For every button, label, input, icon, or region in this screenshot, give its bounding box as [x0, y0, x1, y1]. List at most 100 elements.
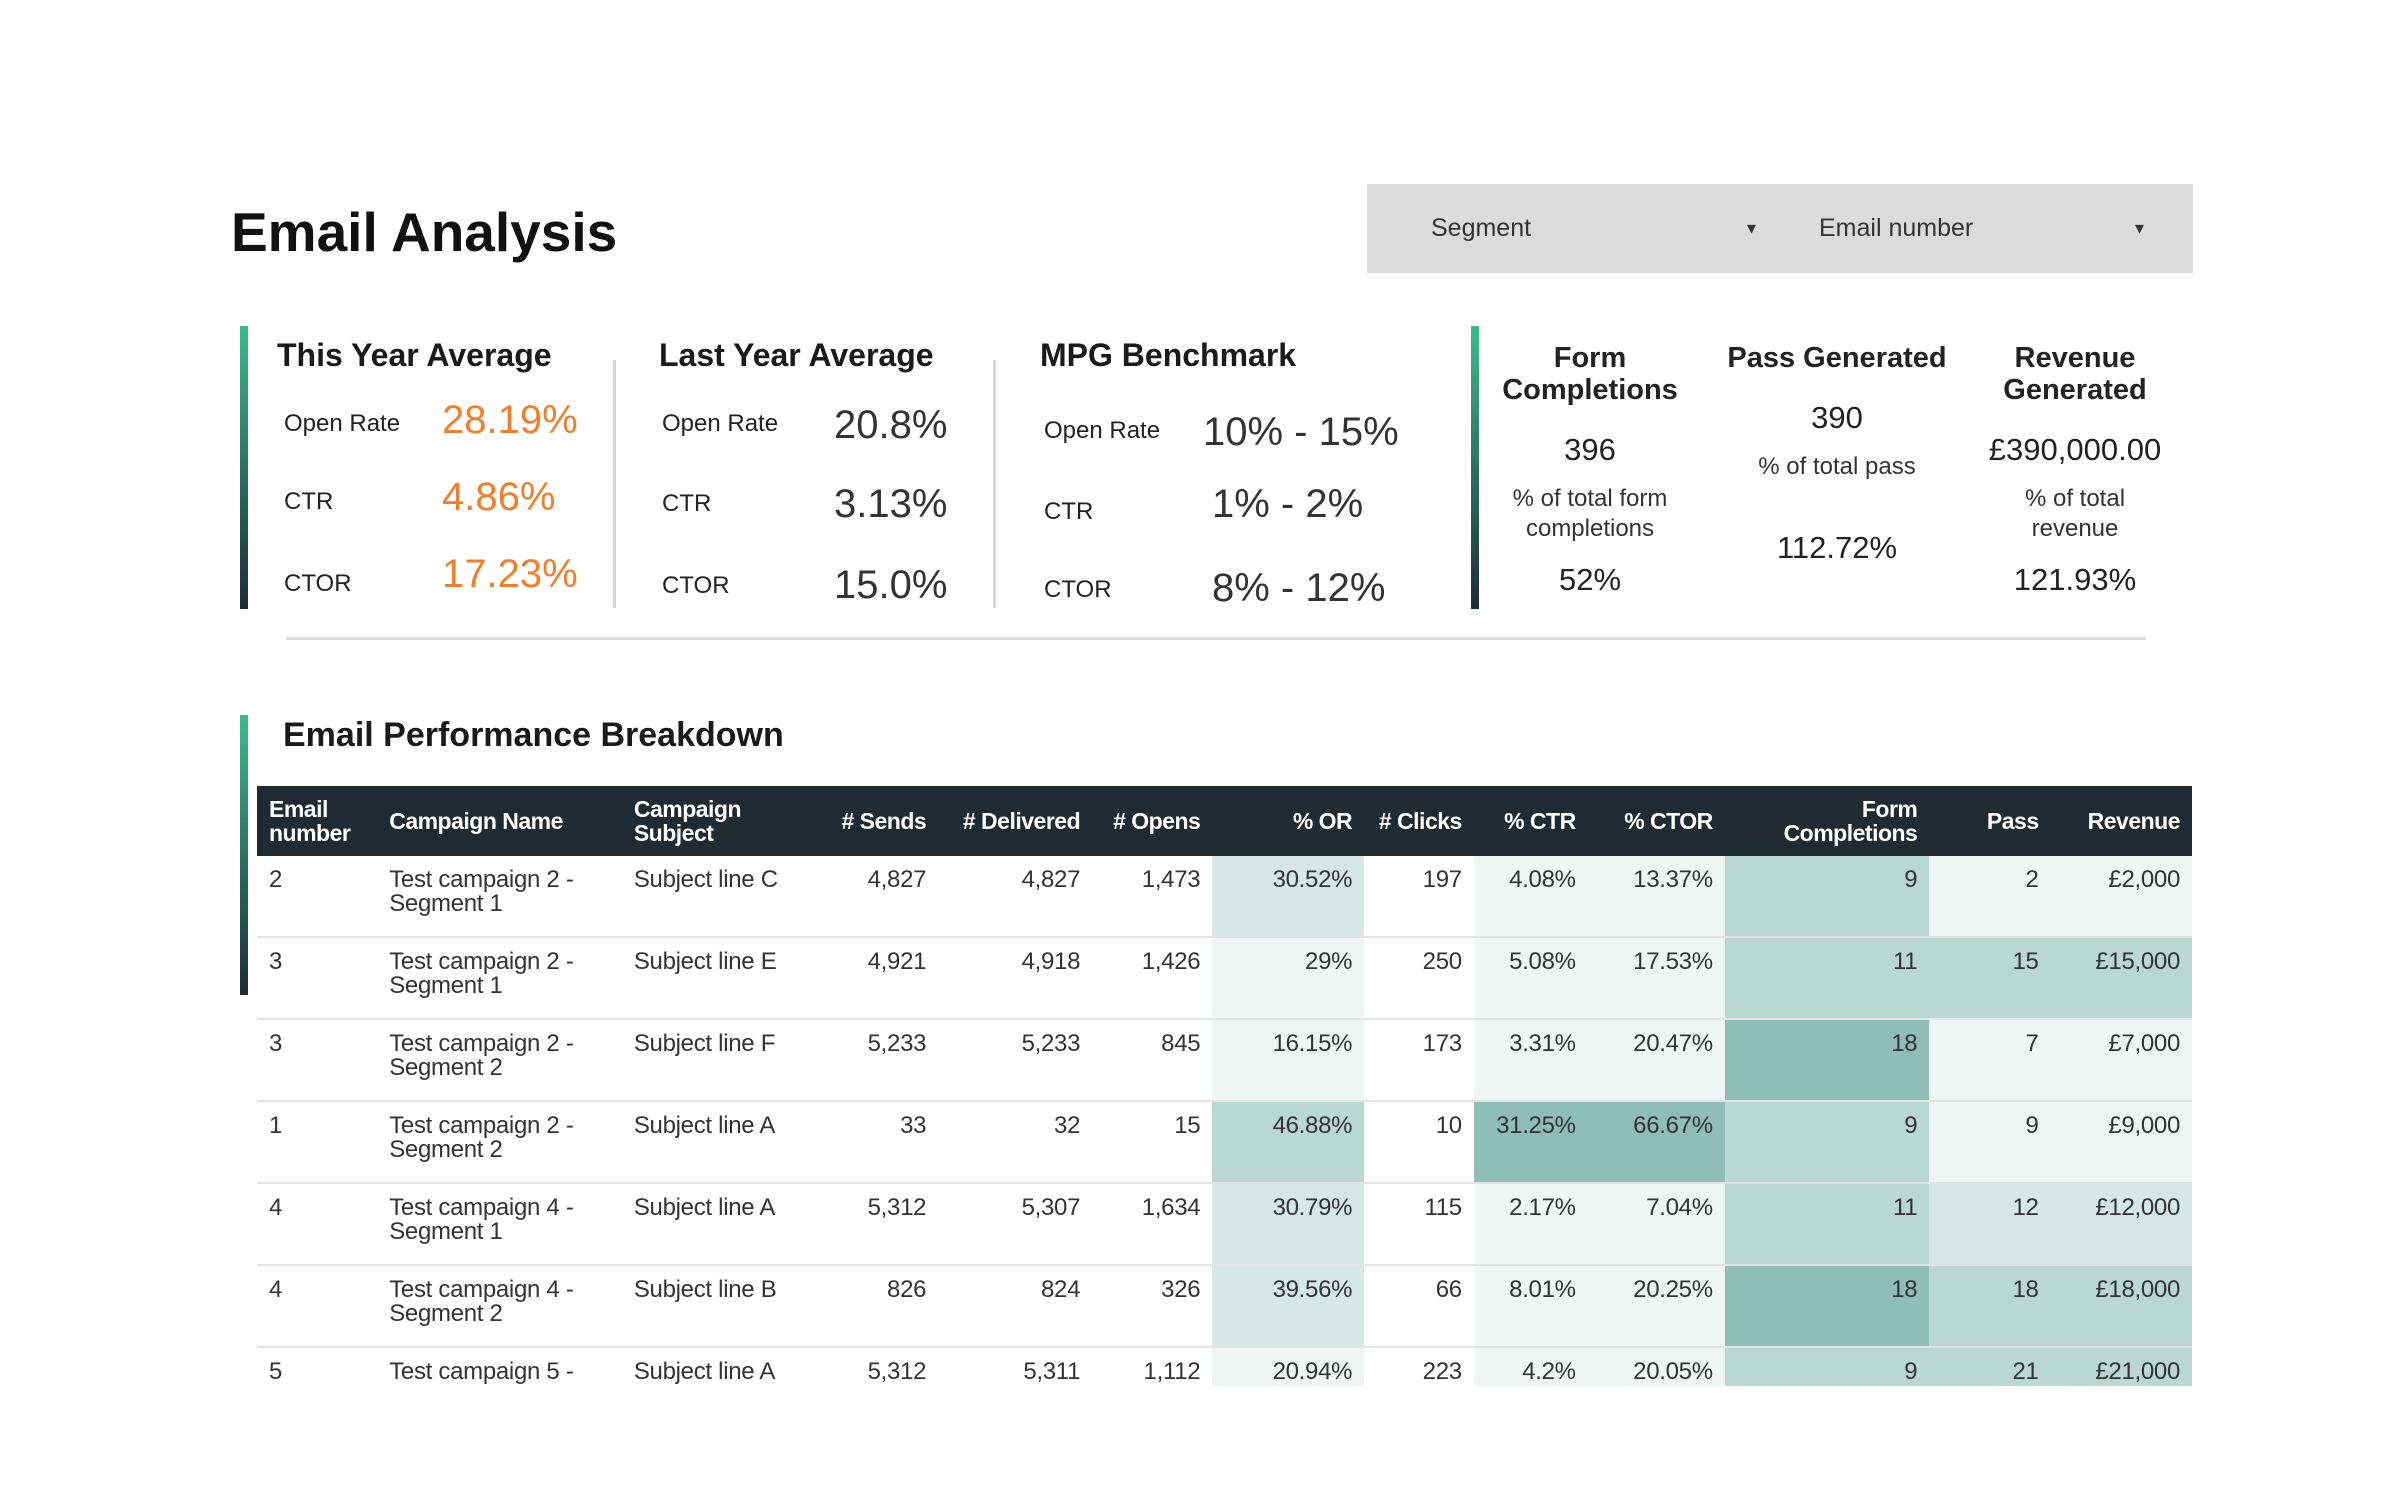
table-cell: 5,233 [822, 1019, 939, 1102]
table-cell: 115 [1364, 1183, 1474, 1266]
kpi-value: 390 [1811, 400, 1863, 435]
column-header[interactable]: Campaign Name [389, 808, 563, 834]
metric-value: 4.86% [442, 475, 556, 519]
table-cell: Test campaign 4 - Segment 2 [377, 1265, 622, 1348]
table-cell: £15,000 [2050, 937, 2192, 1020]
chevron-down-icon: ▾ [1747, 218, 1757, 238]
table-cell: 1,473 [1092, 856, 1213, 938]
table-cell: Test campaign 5 - Segment 1 [377, 1347, 622, 1386]
table-cell: 173 [1364, 1019, 1474, 1102]
metric-label: Open Rate [284, 410, 401, 437]
table-cell: 5,311 [938, 1347, 1093, 1386]
segment-dropdown[interactable]: Segment ▾ [1431, 184, 1761, 273]
filter-bar: Segment ▾ Email number ▾ [1367, 184, 2193, 273]
metric-label: CTOR [284, 570, 352, 597]
metric-value: 10% - 15% [1203, 410, 1399, 454]
divider [613, 360, 616, 608]
kpi-form-completions: Form Completions 396 % of total form com… [1490, 342, 1690, 598]
chevron-down-icon: ▾ [2135, 218, 2145, 238]
metric-value: 20.8% [834, 403, 948, 447]
table-cell: 1 [257, 1101, 378, 1184]
table-cell: 18 [1724, 1019, 1930, 1102]
table-cell: 5,307 [938, 1183, 1093, 1266]
table-cell: Subject line F [621, 1019, 823, 1102]
table-cell: 31.25% [1473, 1101, 1588, 1184]
accent-bar [240, 715, 248, 995]
table-cell: 1,112 [1092, 1347, 1213, 1386]
table-cell: 11 [1724, 1183, 1930, 1266]
table-cell: 18 [1929, 1265, 2051, 1348]
table-cell: 2 [257, 856, 378, 938]
table-cell: Test campaign 2 - Segment 1 [377, 856, 622, 938]
kpi-sub-value: 52% [1558, 562, 1622, 597]
table-cell: 4,921 [822, 937, 939, 1020]
column-header[interactable]: Email number [269, 796, 351, 846]
accent-bar [240, 326, 248, 609]
table-cell: 845 [1092, 1019, 1213, 1102]
table-cell: 5 [257, 1347, 378, 1386]
accent-bar [1471, 326, 1479, 609]
table-cell: 13.37% [1587, 856, 1725, 938]
table-row[interactable]: 4 Test campaign 4 - Segment 2 Subject line… [257, 1265, 2192, 1348]
column-header[interactable]: % CTR [1504, 808, 1576, 834]
table-cell: 33 [822, 1101, 939, 1184]
breakdown-table-container[interactable]: Email number Campaign Name Campaign Subj… [257, 786, 2192, 1386]
table-cell: 20.94% [1212, 1347, 1365, 1386]
table-cell: 20.05% [1587, 1347, 1725, 1386]
table-cell: 5,312 [822, 1183, 939, 1266]
column-header[interactable]: # Opens [1113, 808, 1201, 834]
column-header[interactable]: % OR [1292, 808, 1353, 834]
table-cell: 11 [1724, 937, 1930, 1020]
table-cell: 826 [822, 1265, 939, 1348]
table-cell: 15 [1929, 937, 2051, 1020]
group-title: This Year Average [277, 337, 552, 373]
table-cell: Subject line A [621, 1101, 823, 1184]
metric-value: 8% - 12% [1212, 566, 1386, 610]
table-cell: 197 [1364, 856, 1474, 938]
table-cell: 8.01% [1473, 1265, 1588, 1348]
metric-value: 3.13% [834, 482, 948, 526]
table-cell: 5,233 [938, 1019, 1093, 1102]
column-header[interactable]: % CTOR [1624, 808, 1713, 834]
metric-value: 1% - 2% [1212, 482, 1364, 526]
table-cell: 46.88% [1212, 1101, 1365, 1184]
table-cell: Subject line E [621, 937, 823, 1020]
table-cell: 18 [1724, 1265, 1930, 1348]
table-cell: 4,918 [938, 937, 1093, 1020]
table-cell: 39.56% [1212, 1265, 1365, 1348]
table-row[interactable]: 3 Test campaign 2 - Segment 1 Subject line… [257, 937, 2192, 1020]
table-cell: 4 [257, 1265, 378, 1348]
table-cell: 10 [1364, 1101, 1474, 1184]
column-header[interactable]: Pass [1986, 808, 2039, 834]
column-header[interactable]: # Delivered [962, 808, 1081, 834]
segment-dropdown-label: Segment [1431, 214, 1532, 242]
metric-label: CTOR [1044, 576, 1112, 603]
column-header[interactable]: Revenue [2087, 808, 2181, 834]
metric-label: CTR [284, 488, 334, 515]
table-cell: 326 [1092, 1265, 1213, 1348]
table-row[interactable]: 2 Test campaign 2 - Segment 1 Subject line… [257, 856, 2192, 938]
table-cell: £2,000 [2050, 856, 2192, 938]
table-row[interactable]: 3 Test campaign 2 - Segment 2 Subject line… [257, 1019, 2192, 1102]
column-header[interactable]: Campaign Subject [633, 796, 742, 846]
table-row[interactable]: 1 Test campaign 2 - Segment 2 Subject line… [257, 1101, 2192, 1184]
column-header[interactable]: # Clicks [1378, 808, 1462, 834]
table-cell: 30.52% [1212, 856, 1365, 938]
table-cell: Test campaign 2 - Segment 1 [377, 937, 622, 1020]
email-number-dropdown[interactable]: Email number ▾ [1819, 184, 2149, 273]
divider [993, 360, 996, 608]
table-cell: 7.04% [1587, 1183, 1725, 1266]
metric-value: 17.23% [442, 552, 578, 596]
kpi-sub-value: 121.93% [2013, 562, 2137, 597]
table-row[interactable]: 4 Test campaign 4 - Segment 1 Subject line… [257, 1183, 2192, 1266]
kpi-revenue-generated: Revenue Generated £390,000.00 % of total… [1960, 342, 2190, 598]
table-cell: 824 [938, 1265, 1093, 1348]
metric-label: CTR [662, 490, 712, 517]
table-cell: Subject line C [621, 856, 823, 938]
column-header[interactable]: Form Completions [1783, 796, 1918, 846]
table-cell: 4,827 [938, 856, 1093, 938]
page-title: Email Analysis [231, 201, 618, 263]
kpi-sub-label: % of total pass [1758, 453, 1916, 480]
column-header[interactable]: # Sends [841, 808, 927, 834]
